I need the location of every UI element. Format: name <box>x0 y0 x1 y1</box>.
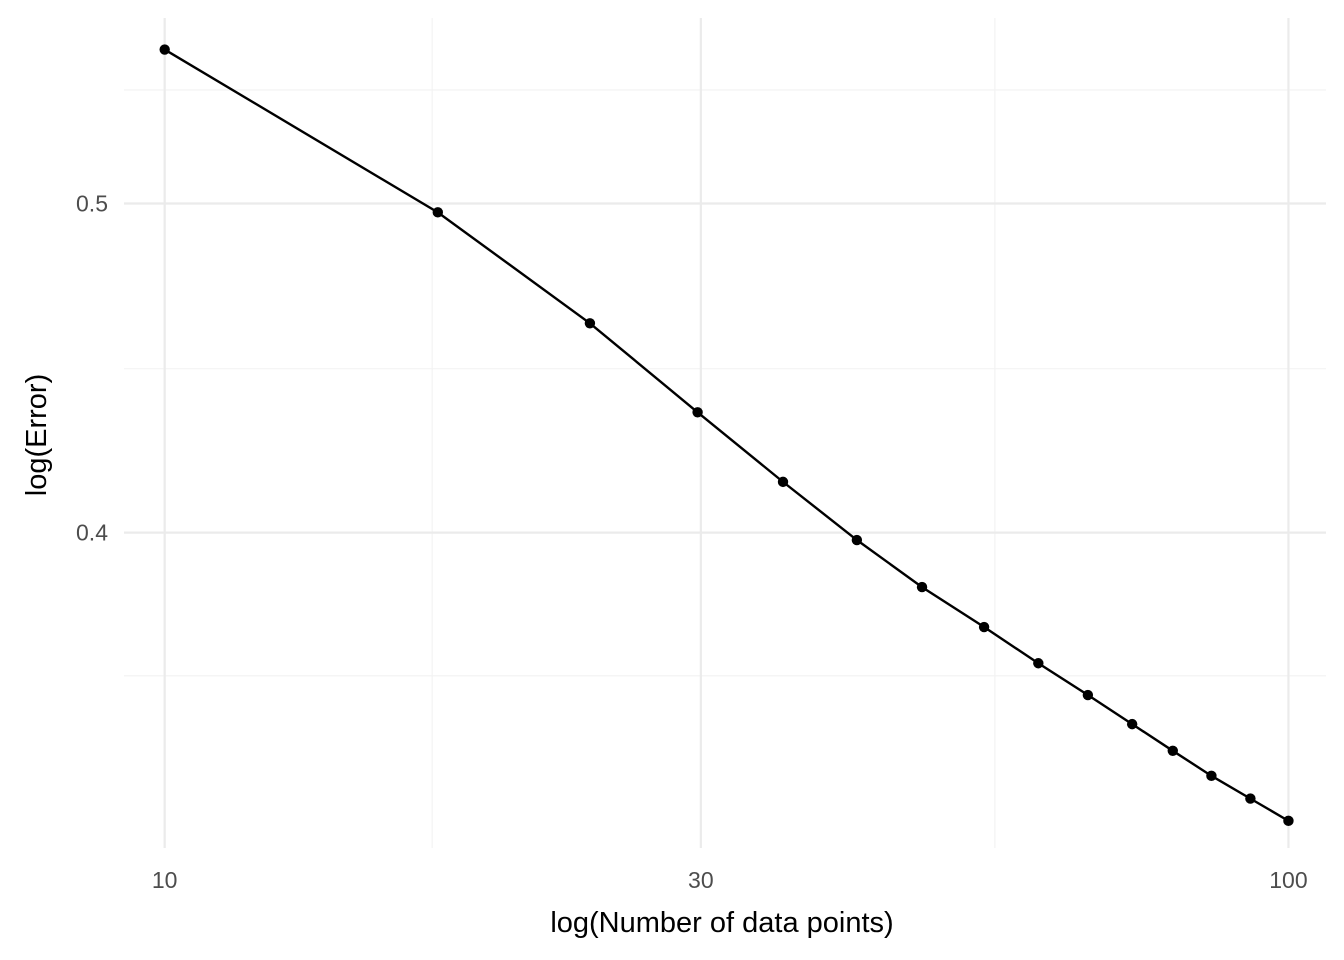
data-point <box>1082 689 1094 701</box>
y-tick-label: 0.5 <box>76 190 108 216</box>
data-point <box>916 581 928 593</box>
y-axis-ticks: 0.4 0.5 <box>76 190 108 545</box>
y-axis-title: log(Error) <box>21 374 53 496</box>
data-point <box>777 476 789 488</box>
data-point <box>851 534 863 546</box>
major-gridlines <box>124 18 1326 848</box>
minor-gridlines <box>124 18 1326 848</box>
data-point <box>1033 658 1044 669</box>
x-axis-ticks: 10 30 100 <box>152 867 1308 893</box>
data-point <box>159 44 170 55</box>
data-point <box>584 318 596 329</box>
series-error-vs-points <box>159 44 1294 827</box>
data-point <box>1245 793 1256 804</box>
x-axis-title: log(Number of data points) <box>550 907 893 939</box>
y-tick-label: 0.4 <box>76 520 108 546</box>
series-line <box>164 48 1290 822</box>
data-point <box>978 621 990 633</box>
data-point <box>1206 770 1217 782</box>
x-tick-label: 100 <box>1269 867 1307 893</box>
x-tick-label: 10 <box>152 867 178 893</box>
data-point <box>1283 815 1294 827</box>
data-point <box>432 207 444 218</box>
data-point <box>692 407 703 418</box>
x-tick-label: 30 <box>688 867 714 893</box>
data-point <box>1126 718 1138 730</box>
data-point <box>1167 745 1178 757</box>
